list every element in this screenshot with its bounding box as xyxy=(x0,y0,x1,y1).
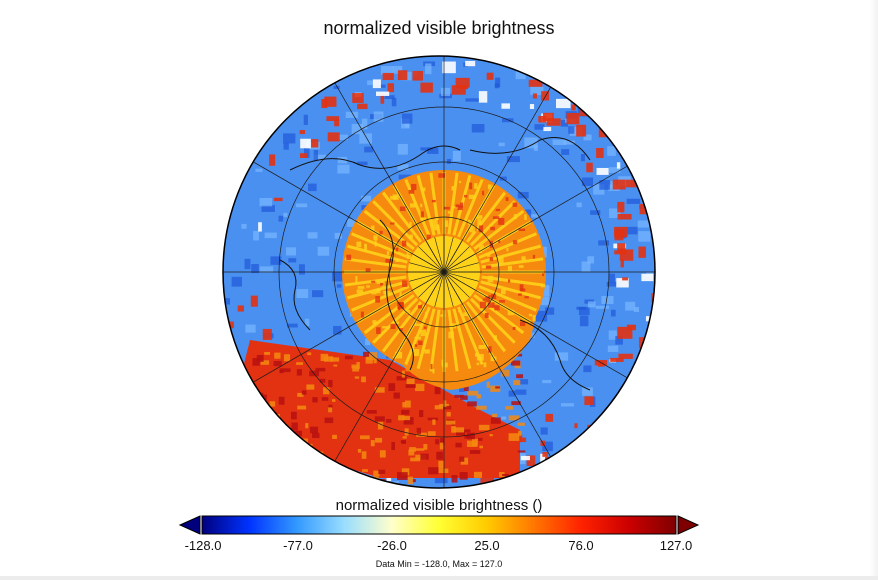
window-bottom-strip xyxy=(0,576,878,580)
colorbar-label: normalized visible brightness () xyxy=(335,497,543,514)
colorbar-max-arrow xyxy=(677,515,700,535)
colorbar-gradient xyxy=(201,515,677,535)
coastline xyxy=(279,259,311,331)
globe-outline xyxy=(222,55,656,489)
colorbar-tick-label: 76.0 xyxy=(568,538,594,553)
colorbar-tick-label: -77.0 xyxy=(283,538,313,553)
window-edge xyxy=(870,0,878,576)
coastline xyxy=(289,145,461,171)
coastline xyxy=(469,137,591,161)
colorbar-tick-label: 127.0 xyxy=(659,538,693,553)
coastline xyxy=(519,319,591,391)
colorbar-tick-label: 25.0 xyxy=(474,538,500,553)
colorbar-tick-label: -26.0 xyxy=(377,538,407,553)
meridian-line xyxy=(223,141,445,273)
colorbar-tick-label: -128.0 xyxy=(184,538,222,553)
colorbar xyxy=(178,515,700,535)
coastline xyxy=(379,219,414,371)
data-range-text: Data Min = -128.0, Max = 127.0 xyxy=(375,559,503,569)
map-title: normalized visible brightness xyxy=(323,18,555,38)
colorbar-min-arrow xyxy=(178,515,201,535)
meridian-line xyxy=(313,56,445,273)
globe-map xyxy=(222,55,656,489)
meridian-line xyxy=(313,271,445,488)
meridian-line xyxy=(223,271,445,403)
